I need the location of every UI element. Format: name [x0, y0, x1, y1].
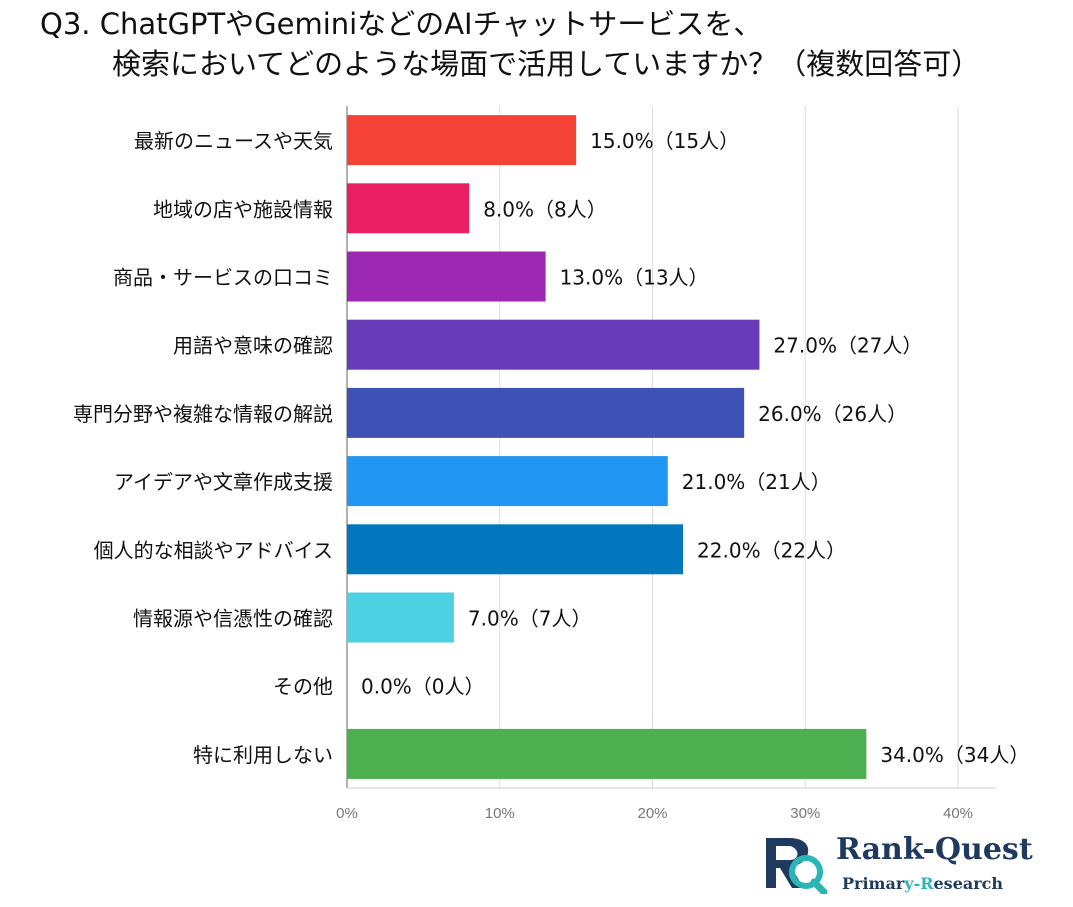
bar	[347, 456, 668, 507]
x-tick-label: 10%	[485, 805, 515, 822]
data-label: 21.0%（21人）	[682, 470, 831, 494]
category-label: アイデアや文章作成支援	[114, 470, 333, 494]
bar	[347, 524, 684, 575]
category-label: 個人的な相談やアドバイス	[94, 538, 333, 562]
data-label: 22.0%（22人）	[697, 538, 846, 562]
bar	[347, 387, 745, 438]
category-label: 専門分野や複雑な情報の解説	[73, 402, 333, 426]
data-label: 26.0%（26人）	[758, 402, 907, 426]
data-label: 27.0%（27人）	[773, 334, 922, 358]
category-label: 最新のニュースや天気	[134, 129, 333, 153]
bar	[347, 115, 577, 166]
category-label: その他	[273, 675, 333, 699]
rank-quest-logo-icon	[766, 838, 828, 896]
category-label: 特に利用しない	[193, 743, 333, 767]
logo-name: Rank-Quest	[836, 832, 1033, 867]
data-label: 13.0%（13人）	[560, 266, 709, 290]
category-label: 用語や意味の確認	[173, 334, 333, 358]
logo-subtitle: Primary-Research	[842, 874, 1004, 893]
x-tick-label: 40%	[943, 805, 973, 822]
category-label: 商品・サービスの口コミ	[113, 266, 333, 290]
data-label: 15.0%（15人）	[590, 129, 739, 153]
bar	[347, 728, 867, 779]
category-label: 地域の店や施設情報	[153, 197, 333, 221]
bar	[347, 183, 470, 234]
data-label: 8.0%（8人）	[483, 197, 607, 221]
data-label: 34.0%（34人）	[880, 743, 1029, 767]
chart-title-line1: Q3. ChatGPTやGeminiなどのAIチャットサービスを、	[40, 7, 763, 41]
bar	[347, 319, 760, 370]
x-tick-label: 20%	[637, 805, 667, 822]
bar	[347, 251, 546, 302]
data-label: 7.0%（7人）	[468, 607, 592, 631]
rank-quest-logo: Rank-Quest Primary-Research	[760, 832, 1060, 902]
x-tick-label: 30%	[790, 805, 820, 822]
category-label: 情報源や信憑性の確認	[133, 607, 333, 631]
data-label: 0.0%（0人）	[361, 675, 485, 699]
chart-title-line2: 検索においてどのような場面で活用していますか？（複数回答可）	[112, 47, 981, 81]
bar	[347, 592, 454, 643]
x-tick-label: 0%	[336, 805, 358, 822]
chart-title: Q3. ChatGPTやGeminiなどのAIチャットサービスを、 検索において…	[40, 4, 1070, 84]
